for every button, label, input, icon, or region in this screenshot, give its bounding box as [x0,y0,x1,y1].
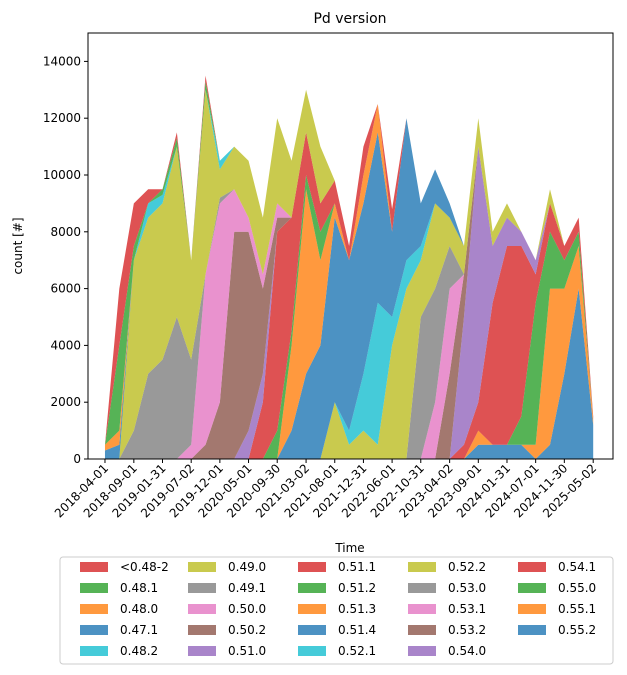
legend-swatch [298,646,326,656]
legend-label: 0.52.1 [338,644,376,658]
y-tick-label: 2000 [50,395,81,409]
area [104,146,594,459]
areas [104,75,594,460]
legend-swatch [408,604,436,614]
legend-label: 0.53.0 [448,581,486,595]
chart-title: Pd version [313,11,386,27]
area [104,146,594,459]
y-axis-label: count [#] [11,217,25,274]
y-tick-label: 14000 [43,54,81,68]
legend-label: 0.48.1 [120,581,158,595]
legend: <0.48-2 0.48.1 0.48.0 0.47.1 0.48.2 0.49.0 0.4… [80,560,596,658]
legend-swatch [408,646,436,656]
legend-swatch [518,604,546,614]
legend-swatch [80,583,108,593]
legend-label: 0.55.2 [558,623,596,637]
area [104,104,594,459]
legend-swatch [518,625,546,635]
legend-label: 0.55.0 [558,581,596,595]
legend-swatch [298,562,326,572]
area [104,89,594,460]
area [104,246,594,459]
legend-swatch [298,604,326,614]
legend-label: <0.48-2 [120,560,169,574]
legend-label: 0.51.1 [338,560,376,574]
y-tick-label: 12000 [43,111,81,125]
area [104,104,594,459]
y-tick-label: 4000 [50,338,81,352]
legend-label: 0.53.2 [448,623,486,637]
legend-swatch [518,583,546,593]
y-tick-label: 0 [73,452,81,466]
legend-label: 0.51.2 [338,581,376,595]
legend-label: 0.51.4 [338,623,376,637]
legend-swatch [80,604,108,614]
legend-label: 0.47.1 [120,623,158,637]
area [104,118,594,459]
legend-swatch [298,583,326,593]
legend-swatch [188,562,216,572]
legend-label: 0.49.0 [228,560,266,574]
legend-label: 0.54.1 [558,560,596,574]
y-tick-label: 6000 [50,282,81,296]
legend-swatch [298,625,326,635]
legend-swatch [80,646,108,656]
legend-label: 0.50.0 [228,602,266,616]
legend-label: 0.48.0 [120,602,158,616]
legend-swatch [188,646,216,656]
legend-label: 0.49.1 [228,581,266,595]
legend-label: 0.51.3 [338,602,376,616]
legend-swatch [80,625,108,635]
legend-label: 0.55.1 [558,602,596,616]
legend-swatch [188,625,216,635]
legend-swatch [188,583,216,593]
legend-swatch [80,562,108,572]
plot-frame [87,32,614,460]
legend-swatch [408,583,436,593]
legend-label: 0.52.2 [448,560,486,574]
y-tick-label: 8000 [50,225,81,239]
legend-label: 0.51.0 [228,644,266,658]
legend-label: 0.53.1 [448,602,486,616]
legend-label: 0.50.2 [228,623,266,637]
legend-label: 0.54.0 [448,644,486,658]
area [104,118,594,459]
legend-label: 0.48.2 [120,644,158,658]
legend-swatch [518,562,546,572]
legend-swatch [408,625,436,635]
legend-swatch [188,604,216,614]
area [104,203,594,459]
legend-swatch [408,562,436,572]
y-tick-label: 10000 [43,168,81,182]
x-axis-label: Time [334,541,364,555]
